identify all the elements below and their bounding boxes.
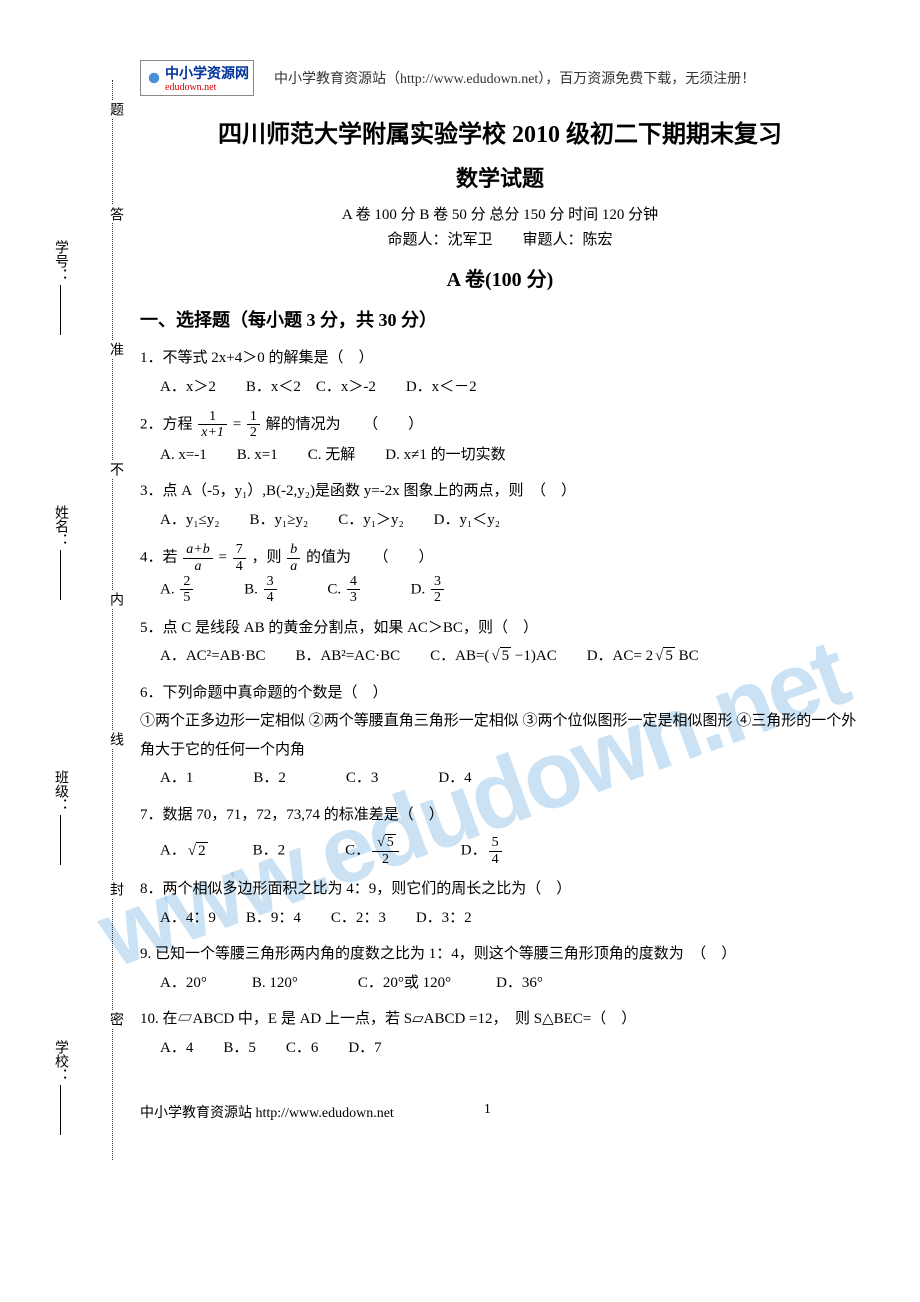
question-3: 3．点 A（-5，y₁）,B(-2,y₂)是函数 y=-2x 图象上的两点，则 … <box>140 477 860 534</box>
logo-title: 中小学资源网 <box>165 67 249 82</box>
side-school: 学校： <box>50 1040 70 1138</box>
site-logo: 中小学资源网 edudown.net <box>140 60 254 96</box>
exam-meta: A 卷 100 分 B 卷 50 分 总分 150 分 时间 120 分钟 <box>140 203 860 224</box>
q4-suffix: 的值为 （ ） <box>306 550 434 566</box>
q1-text: 1．不等式 2x+4＞0 的解集是（ ） <box>140 344 860 373</box>
question-5: 5．点 C 是线段 AB 的黄金分割点，如果 AC＞BC，则（ ） A．AC²=… <box>140 614 860 671</box>
side-name: 姓名： <box>50 505 70 603</box>
binding-sidebar: 学校： 班级： 姓名： 学号： 题 答 准 不 内 线 封 密 <box>50 80 130 1160</box>
side-class: 班级： <box>50 770 70 868</box>
side-char-7: 密 <box>105 1010 125 1028</box>
sub-title: 数学试题 <box>140 161 860 193</box>
q5-options: A．AC²=AB·BC B．AB²=AC·BC C．AB=(5 −1)AC D．… <box>140 642 860 671</box>
header-row: 中小学资源网 edudown.net 中小学教育资源站（http://www.e… <box>140 60 860 96</box>
section-title: 一、选择题（每小题 3 分，共 30 分） <box>140 306 860 332</box>
q8-options: A．4：9 B．9：4 C．2：3 D．3：2 <box>140 904 860 933</box>
q1-options: A．x＞2 B．x＜2 C．x＞-2 D．x＜－2 <box>140 373 860 402</box>
q2-options: A. x=-1 B. x=1 C. 无解 D. x≠1 的一切实数 <box>140 441 860 470</box>
question-9: 9. 已知一个等腰三角形两内角的度数之比为 1：4，则这个等腰三角形顶角的度数为… <box>140 940 860 997</box>
side-id: 学号： <box>50 240 70 338</box>
q6-detail: ①两个正多边形一定相似 ②两个等腰直角三角形一定相似 ③两个位似图形一定是相似图… <box>140 707 860 764</box>
side-char-5: 线 <box>105 730 125 748</box>
side-char-6: 封 <box>105 880 125 898</box>
q4-frac3: ba <box>287 542 300 574</box>
q7-text: 7．数据 70，71，72，73,74 的标准差是（ ） <box>140 801 860 830</box>
q3-text: 3．点 A（-5，y₁）,B(-2,y₂)是函数 y=-2x 图象上的两点，则 … <box>140 477 860 506</box>
page-footer: 中小学教育资源站 http://www.edudown.net 1 <box>140 1102 860 1122</box>
logo-domain: edudown.net <box>165 83 249 93</box>
q5-text: 5．点 C 是线段 AB 的黄金分割点，如果 AC＞BC，则（ ） <box>140 614 860 643</box>
question-7: 7．数据 70，71，72，73,74 的标准差是（ ） A．2 B．2 C．5… <box>140 801 860 867</box>
globe-icon <box>145 69 163 87</box>
q7-options: A．2 B．2 C．52 D．54 <box>140 835 860 867</box>
q2-frac2: 12 <box>247 409 260 441</box>
q2-frac1: 1x+1 <box>198 409 227 441</box>
question-4: 4．若 a+ba = 74 ，则 ba 的值为 （ ） A. 25 B. 34 … <box>140 542 860 606</box>
side-char-4: 内 <box>105 590 125 608</box>
question-8: 8．两个相似多边形面积之比为 4：9，则它们的周长之比为（ ） A．4：9 B．… <box>140 875 860 932</box>
document-content: 中小学资源网 edudown.net 中小学教育资源站（http://www.e… <box>140 60 860 1122</box>
q4-frac1: a+ba <box>183 542 212 574</box>
side-char-1: 答 <box>105 205 125 223</box>
q3-options: A．y₁≤y₂ B．y₁≥y₂ C．y₁＞y₂ D．y₁＜y₂ <box>140 506 860 535</box>
side-char-3: 不 <box>105 460 125 478</box>
q9-options: A．20° B. 120° C．20°或 120° D．36° <box>140 969 860 998</box>
footer-text: 中小学教育资源站 http://www.edudown.net <box>140 1102 394 1122</box>
q4-mid: ，则 <box>251 550 281 566</box>
header-note: 中小学教育资源站（http://www.edudown.net），百万资源免费下… <box>274 68 755 88</box>
page-number: 1 <box>484 1102 491 1122</box>
q9-text: 9. 已知一个等腰三角形两内角的度数之比为 1：4，则这个等腰三角形顶角的度数为… <box>140 940 860 969</box>
question-1: 1．不等式 2x+4＞0 的解集是（ ） A．x＞2 B．x＜2 C．x＞-2 … <box>140 344 860 401</box>
q10-options: A．4 B．5 C．6 D．7 <box>140 1034 860 1063</box>
exam-authors: 命题人：沈军卫 审题人：陈宏 <box>140 228 860 249</box>
q10-text: 10. 在▱ABCD 中，E 是 AD 上一点，若 S▱ABCD =12， 则 … <box>140 1005 860 1034</box>
q8-text: 8．两个相似多边形面积之比为 4：9，则它们的周长之比为（ ） <box>140 875 860 904</box>
q6-options: A．1 B．2 C．3 D．4 <box>140 764 860 793</box>
q2-mid: 解的情况为 （ ） <box>266 416 424 432</box>
q6-text: 6．下列命题中真命题的个数是（ ） <box>140 679 860 708</box>
side-char-2: 准 <box>105 340 125 358</box>
side-char-0: 题 <box>105 100 125 118</box>
main-title: 四川师范大学附属实验学校 2010 级初二下期期末复习 <box>140 114 860 149</box>
dotted-line <box>112 80 113 1160</box>
q4-options: A. 25 B. 34 C. 43 D. 32 <box>140 574 860 606</box>
q4-frac2: 74 <box>233 542 246 574</box>
q2-prefix: 2．方程 <box>140 416 196 432</box>
volume-title: A 卷(100 分) <box>140 263 860 292</box>
q4-prefix: 4．若 <box>140 550 178 566</box>
question-2: 2．方程 1x+1 = 12 解的情况为 （ ） A. x=-1 B. x=1 … <box>140 409 860 469</box>
question-6: 6．下列命题中真命题的个数是（ ） ①两个正多边形一定相似 ②两个等腰直角三角形… <box>140 679 860 793</box>
question-10: 10. 在▱ABCD 中，E 是 AD 上一点，若 S▱ABCD =12， 则 … <box>140 1005 860 1062</box>
